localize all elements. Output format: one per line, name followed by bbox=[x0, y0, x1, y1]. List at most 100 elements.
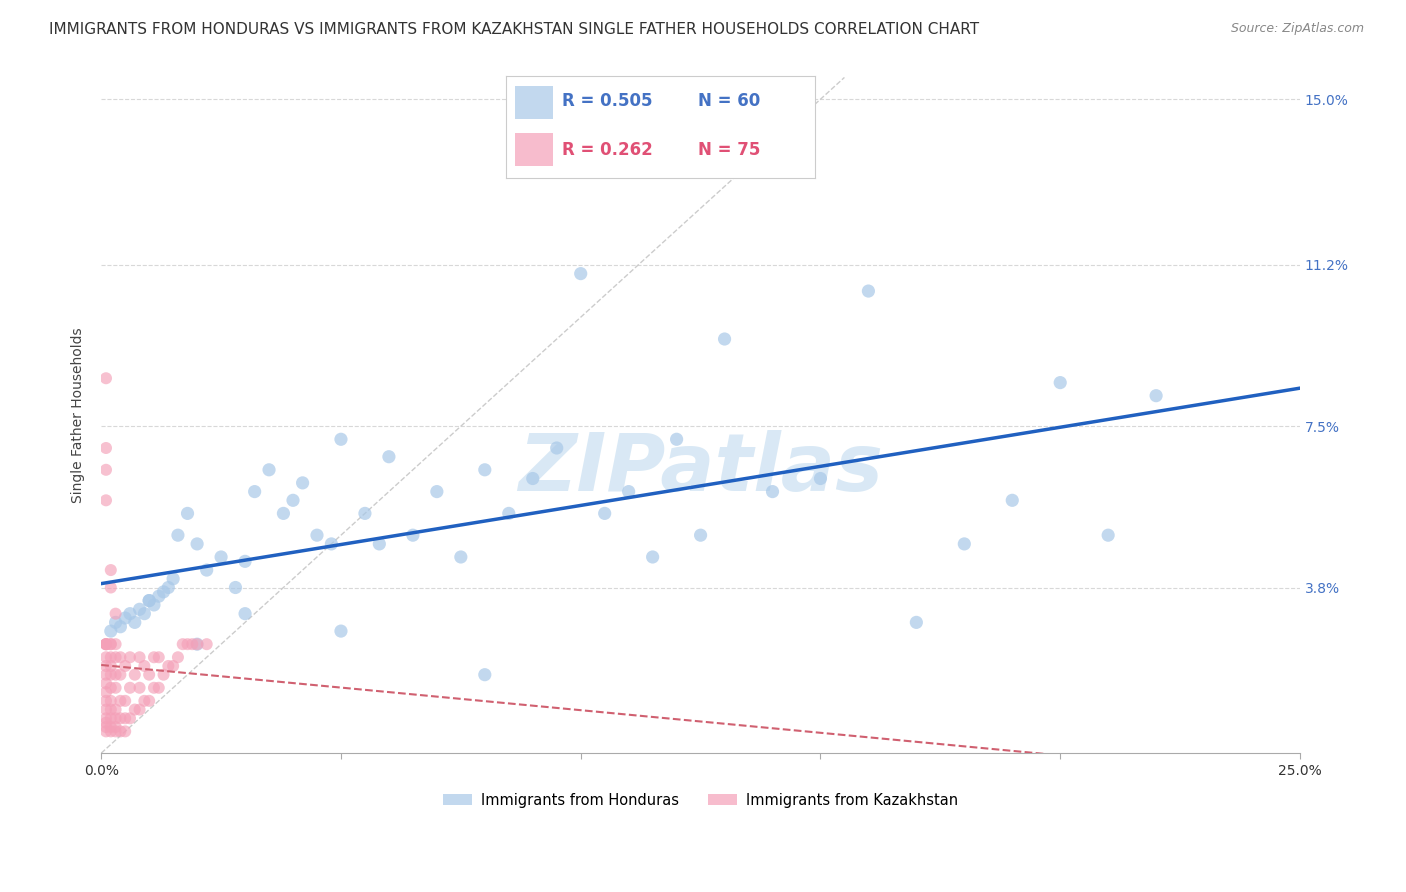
Point bbox=[100, 724, 122, 739]
Text: N = 75: N = 75 bbox=[697, 141, 761, 159]
Point bbox=[94, 659, 117, 673]
Point bbox=[474, 667, 496, 681]
Point bbox=[134, 659, 156, 673]
Point bbox=[546, 441, 568, 455]
Point bbox=[186, 637, 208, 651]
Point bbox=[148, 589, 170, 603]
Point bbox=[134, 694, 156, 708]
Point bbox=[224, 581, 246, 595]
Point bbox=[110, 711, 132, 725]
Point bbox=[104, 724, 127, 739]
Point bbox=[104, 720, 127, 734]
Point bbox=[905, 615, 928, 630]
Point bbox=[321, 537, 343, 551]
Point bbox=[162, 572, 184, 586]
Point bbox=[186, 537, 208, 551]
Point bbox=[617, 484, 640, 499]
Text: IMMIGRANTS FROM HONDURAS VS IMMIGRANTS FROM KAZAKHSTAN SINGLE FATHER HOUSEHOLDS : IMMIGRANTS FROM HONDURAS VS IMMIGRANTS F… bbox=[49, 22, 980, 37]
Point bbox=[128, 681, 150, 695]
Point bbox=[100, 637, 122, 651]
Point bbox=[134, 607, 156, 621]
Point bbox=[94, 685, 117, 699]
Point bbox=[100, 702, 122, 716]
Point bbox=[100, 637, 122, 651]
Point bbox=[233, 607, 256, 621]
Point bbox=[100, 667, 122, 681]
Point bbox=[110, 667, 132, 681]
Point bbox=[138, 593, 160, 607]
Point bbox=[94, 441, 117, 455]
Point bbox=[94, 463, 117, 477]
Point bbox=[114, 659, 136, 673]
Point bbox=[378, 450, 401, 464]
Point bbox=[354, 507, 377, 521]
Point bbox=[118, 681, 141, 695]
Text: R = 0.505: R = 0.505 bbox=[562, 93, 652, 111]
Point bbox=[100, 581, 122, 595]
Point bbox=[953, 537, 976, 551]
Text: ZIPatlas: ZIPatlas bbox=[517, 430, 883, 508]
Point bbox=[330, 432, 353, 446]
Point bbox=[162, 659, 184, 673]
Point bbox=[100, 681, 122, 695]
Point bbox=[143, 681, 166, 695]
Point bbox=[100, 711, 122, 725]
Point bbox=[94, 637, 117, 651]
Point bbox=[152, 585, 174, 599]
Point bbox=[94, 650, 117, 665]
Point bbox=[110, 724, 132, 739]
Text: Source: ZipAtlas.com: Source: ZipAtlas.com bbox=[1230, 22, 1364, 36]
Point bbox=[257, 463, 280, 477]
Point bbox=[810, 471, 832, 485]
Point bbox=[94, 724, 117, 739]
Point bbox=[1144, 389, 1167, 403]
Point bbox=[713, 332, 735, 346]
Point bbox=[152, 667, 174, 681]
Point bbox=[148, 650, 170, 665]
Point bbox=[100, 694, 122, 708]
Bar bbox=[516, 87, 553, 119]
Point bbox=[181, 637, 204, 651]
Point bbox=[94, 493, 117, 508]
Point bbox=[128, 650, 150, 665]
Point bbox=[1001, 493, 1024, 508]
Point bbox=[167, 528, 190, 542]
Point bbox=[138, 593, 160, 607]
Point bbox=[94, 720, 117, 734]
Point bbox=[104, 667, 127, 681]
Point bbox=[104, 650, 127, 665]
Point bbox=[426, 484, 449, 499]
Point bbox=[124, 702, 146, 716]
Point bbox=[110, 650, 132, 665]
Point bbox=[1097, 528, 1119, 542]
Point bbox=[104, 711, 127, 725]
Bar bbox=[516, 133, 553, 166]
Point bbox=[124, 615, 146, 630]
Point bbox=[172, 637, 194, 651]
Point bbox=[186, 637, 208, 651]
Point bbox=[104, 702, 127, 716]
Point bbox=[118, 711, 141, 725]
Point bbox=[104, 607, 127, 621]
Point bbox=[273, 507, 295, 521]
Point bbox=[118, 607, 141, 621]
Text: R = 0.262: R = 0.262 bbox=[562, 141, 652, 159]
Point bbox=[148, 681, 170, 695]
Point bbox=[94, 702, 117, 716]
Point bbox=[330, 624, 353, 639]
Point bbox=[110, 694, 132, 708]
Point bbox=[157, 659, 180, 673]
Point bbox=[94, 694, 117, 708]
Point bbox=[94, 667, 117, 681]
Point bbox=[157, 581, 180, 595]
Point bbox=[498, 507, 520, 521]
Point bbox=[689, 528, 711, 542]
Point bbox=[305, 528, 328, 542]
Point bbox=[243, 484, 266, 499]
Point bbox=[104, 615, 127, 630]
Point bbox=[209, 549, 232, 564]
Point bbox=[858, 284, 880, 298]
Point bbox=[291, 475, 314, 490]
Point bbox=[143, 598, 166, 612]
Point bbox=[1049, 376, 1071, 390]
